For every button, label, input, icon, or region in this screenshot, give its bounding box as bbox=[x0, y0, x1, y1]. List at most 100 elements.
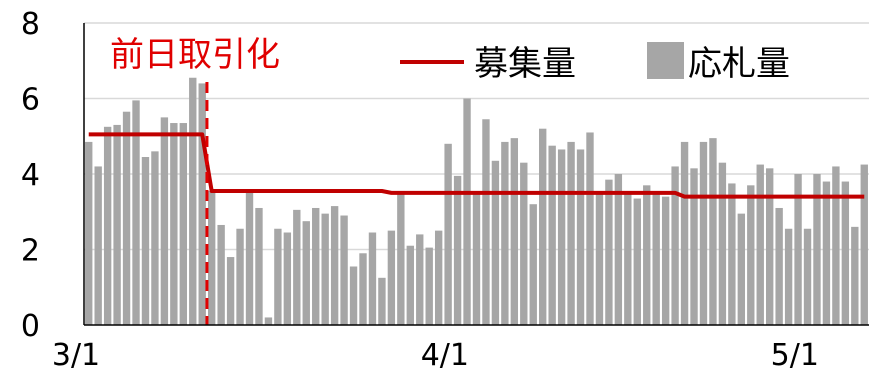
annotation-group: 前日取引化 bbox=[110, 35, 280, 325]
bar-56 bbox=[614, 174, 623, 325]
bid-volume-bars bbox=[85, 77, 868, 326]
y-tick-label-6: 6 bbox=[21, 83, 40, 118]
bar-53 bbox=[586, 132, 594, 325]
bar-41 bbox=[472, 190, 481, 325]
bar-23 bbox=[302, 221, 310, 325]
bar-80 bbox=[841, 181, 850, 325]
bar-73 bbox=[775, 207, 783, 325]
bar-74 bbox=[784, 228, 793, 325]
bar-43 bbox=[491, 160, 500, 325]
bar-16 bbox=[236, 228, 244, 325]
recruit-volume-line bbox=[88, 132, 865, 199]
bar-20 bbox=[274, 228, 282, 325]
bar-0 bbox=[85, 141, 93, 325]
bar-45 bbox=[510, 138, 519, 325]
bar-6 bbox=[141, 157, 150, 325]
bar-35 bbox=[416, 234, 424, 325]
bar-21 bbox=[283, 232, 292, 325]
bar-7 bbox=[151, 151, 159, 325]
legend-label-bid-volume: 応札量 bbox=[688, 44, 790, 84]
bar-69 bbox=[737, 213, 746, 325]
bar-63 bbox=[680, 141, 689, 325]
bar-68 bbox=[728, 183, 736, 325]
bar-25 bbox=[321, 213, 329, 325]
bar-64 bbox=[690, 168, 698, 325]
bar-9 bbox=[170, 123, 178, 325]
bar-67 bbox=[718, 162, 727, 325]
bar-82 bbox=[860, 164, 868, 325]
bar-30 bbox=[368, 232, 377, 325]
bar-57 bbox=[624, 190, 632, 325]
bar-44 bbox=[501, 141, 509, 325]
bar-11 bbox=[189, 77, 197, 325]
bar-50 bbox=[557, 149, 566, 325]
bar-76 bbox=[803, 228, 812, 325]
bar-62 bbox=[671, 166, 679, 325]
bar-47 bbox=[529, 204, 537, 325]
bar-4 bbox=[122, 111, 131, 326]
bar-32 bbox=[387, 230, 396, 325]
x-tick-label-3-1: 3/1 bbox=[52, 338, 100, 369]
bar-78 bbox=[822, 181, 831, 325]
bar-38 bbox=[444, 143, 452, 325]
bar-3 bbox=[113, 124, 121, 325]
bar-17 bbox=[245, 190, 254, 325]
bar-55 bbox=[605, 179, 613, 325]
bar-70 bbox=[747, 185, 755, 325]
legend-label-recruit-volume: 募集量 bbox=[474, 44, 576, 84]
y-tick-label-4: 4 bbox=[21, 158, 40, 193]
bar-37 bbox=[434, 230, 443, 325]
bar-40 bbox=[463, 98, 471, 325]
bar-34 bbox=[406, 245, 414, 325]
bar-26 bbox=[330, 206, 339, 325]
bar-51 bbox=[567, 141, 575, 325]
y-tick-label-0: 0 bbox=[21, 309, 40, 344]
bar-18 bbox=[255, 207, 263, 325]
bar-39 bbox=[453, 175, 462, 325]
recruit-volume-line-group bbox=[88, 132, 865, 199]
bar-22 bbox=[293, 209, 301, 325]
bar-31 bbox=[378, 277, 386, 325]
bar-60 bbox=[652, 192, 660, 325]
bar-81 bbox=[851, 226, 859, 325]
bar-19 bbox=[264, 317, 273, 325]
bar-14 bbox=[217, 224, 225, 325]
bar-77 bbox=[813, 174, 821, 325]
legend-background-2 bbox=[736, 36, 836, 86]
bar-61 bbox=[661, 196, 670, 325]
legend-bar-swatch bbox=[647, 42, 684, 79]
bar-28 bbox=[349, 266, 358, 325]
bar-1 bbox=[94, 166, 102, 325]
bar-42 bbox=[482, 119, 490, 325]
bar-48 bbox=[539, 128, 547, 325]
annotation-label: 前日取引化 bbox=[110, 35, 280, 75]
bar-46 bbox=[520, 162, 528, 325]
bar-59 bbox=[643, 185, 651, 325]
bar-5 bbox=[132, 100, 140, 325]
legend: 募集量 応札量 bbox=[388, 36, 836, 86]
bar-65 bbox=[699, 141, 708, 325]
y-tick-label-2: 2 bbox=[21, 234, 40, 269]
bar-2 bbox=[103, 126, 112, 325]
bar-8 bbox=[160, 117, 169, 325]
bar-58 bbox=[633, 198, 641, 325]
bar-36 bbox=[425, 247, 433, 325]
bar-75 bbox=[794, 174, 802, 325]
bar-10 bbox=[179, 123, 187, 325]
bar-54 bbox=[595, 190, 604, 325]
x-tick-label-4-1: 4/1 bbox=[421, 338, 469, 369]
bar-71 bbox=[756, 164, 764, 325]
bar-29 bbox=[359, 253, 367, 325]
bar-52 bbox=[576, 149, 585, 325]
bar-27 bbox=[340, 215, 348, 325]
bar-72 bbox=[766, 168, 774, 325]
bar-15 bbox=[226, 257, 235, 325]
bar-66 bbox=[709, 138, 717, 325]
bar-24 bbox=[312, 207, 320, 325]
x-tick-label-5-1: 5/1 bbox=[771, 338, 819, 369]
y-tick-label-8: 8 bbox=[21, 7, 40, 42]
bar-33 bbox=[397, 190, 405, 325]
bar-12 bbox=[198, 83, 206, 326]
bar-13 bbox=[207, 190, 216, 325]
